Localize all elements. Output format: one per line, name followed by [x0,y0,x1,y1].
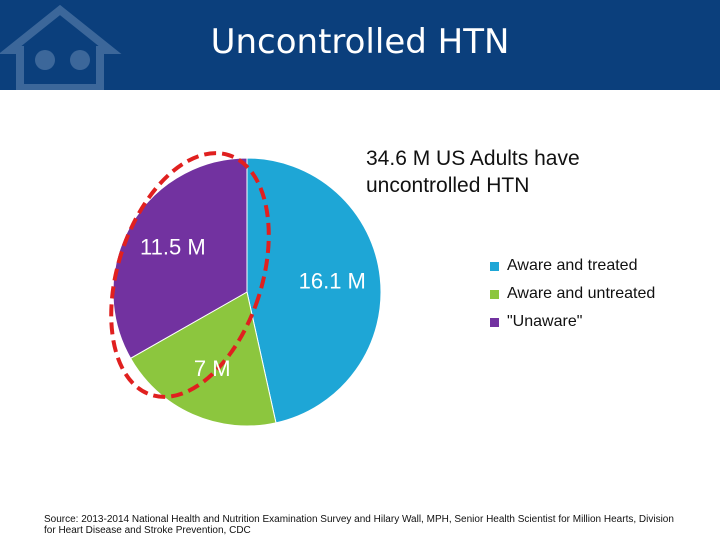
chart-title: 34.6 M US Adults have uncontrolled HTN [366,147,580,197]
header-title: Uncontrolled HTN [210,22,510,62]
source-note: Source: 2013-2014 National Health and Nu… [44,514,674,536]
header: Uncontrolled HTN [0,0,720,90]
legend-item: "Unaware" [490,308,655,336]
data-label: 16.1 M [299,268,366,293]
logo [0,4,122,90]
data-label: 11.5 M [140,235,206,260]
legend-swatch [490,261,499,271]
legend-item: Aware and untreated [490,280,655,308]
legend-label: Aware and untreated [507,285,656,302]
data-label: 7 M [194,356,231,381]
highlight-ellipse [109,151,271,399]
legend-label: Aware and treated [507,257,638,274]
legend-swatch [490,289,499,299]
legend-item: Aware and treated [490,252,655,280]
pie-slice [129,291,277,427]
legend: Aware and treated Aware and untreated "Una… [490,252,655,336]
legend-swatch [490,317,499,327]
legend-label: "Unaware" [507,313,583,330]
pie-slice [246,157,382,424]
